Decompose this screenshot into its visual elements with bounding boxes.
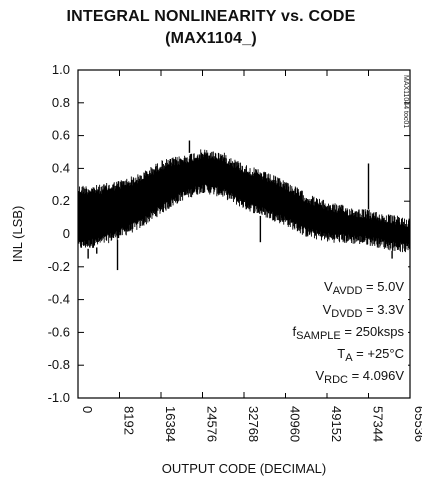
side-note: MAX11044 toc01 xyxy=(402,75,409,128)
y-tick-label: -0.6 xyxy=(48,324,70,339)
chart-subtitle: (MAX1104_) xyxy=(165,30,257,47)
condition-label: fSAMPLE = 250ksps xyxy=(292,324,404,342)
y-axis-label: INL (LSB) xyxy=(10,206,25,263)
y-tick-label: 0.2 xyxy=(52,193,70,208)
condition-label: VRDC = 4.096V xyxy=(315,368,404,386)
x-tick-label: 24576 xyxy=(205,406,220,442)
x-tick-label: 40960 xyxy=(288,406,303,442)
x-tick-label: 0 xyxy=(80,406,95,413)
condition-label: VDVDD = 3.3V xyxy=(323,302,405,320)
inl-trace xyxy=(77,149,411,253)
condition-label: TA = +25°C xyxy=(337,346,404,364)
x-tick-label: 32768 xyxy=(246,406,261,442)
y-tick-label: -1.0 xyxy=(48,390,70,405)
y-tick-label: -0.8 xyxy=(48,357,70,372)
y-tick-label: 0 xyxy=(63,226,70,241)
y-tick-label: -0.4 xyxy=(48,292,70,307)
x-tick-label: 49152 xyxy=(329,406,344,442)
chart-title: INTEGRAL NONLINEARITY vs. CODE xyxy=(66,8,356,25)
x-axis-label: OUTPUT CODE (DECIMAL) xyxy=(162,461,326,476)
y-tick-label: 0.6 xyxy=(52,128,70,143)
x-tick-label: 57344 xyxy=(371,406,386,442)
x-tick-label: 8192 xyxy=(122,406,137,435)
y-tick-label: 0.8 xyxy=(52,95,70,110)
annotation-backdrop xyxy=(258,263,408,393)
y-tick-label: 1.0 xyxy=(52,62,70,77)
x-tick-label: 65536 xyxy=(412,406,422,442)
x-tick-label: 16384 xyxy=(163,406,178,442)
y-tick-label: -0.2 xyxy=(48,259,70,274)
condition-label: VAVDD = 5.0V xyxy=(324,279,404,297)
y-tick-label: 0.4 xyxy=(52,160,70,175)
